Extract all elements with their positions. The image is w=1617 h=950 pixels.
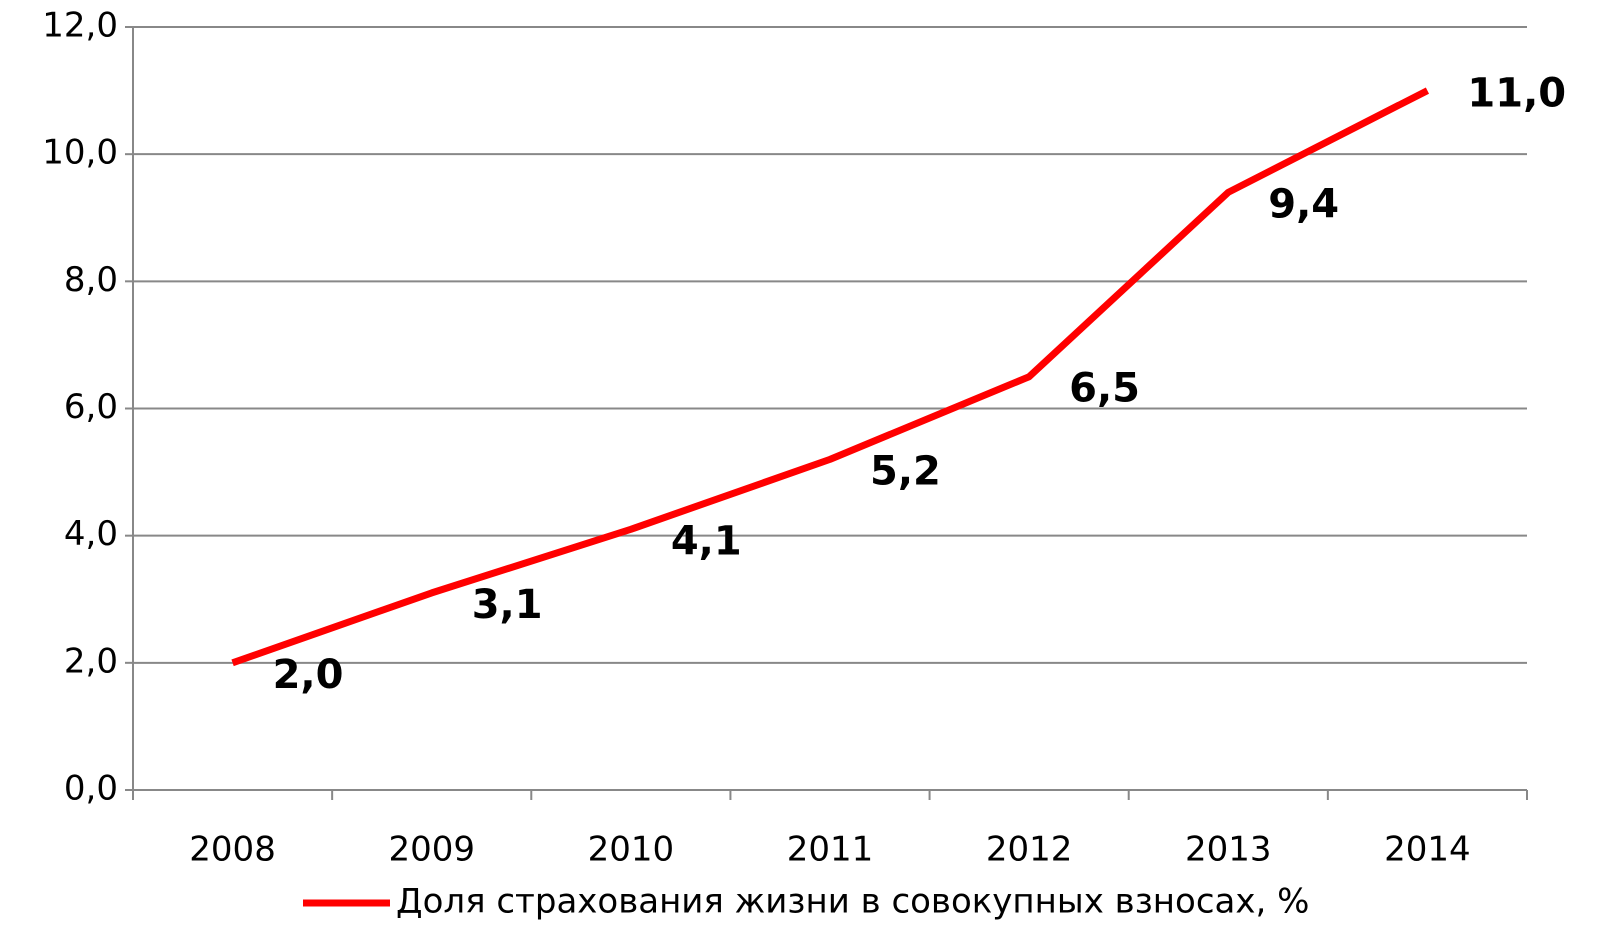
x-tick-label: 2011 [787, 830, 874, 870]
x-tick-label: 2010 [588, 830, 675, 870]
x-tick-label: 2012 [986, 830, 1073, 870]
data-line [231, 87, 1430, 667]
y-tick-label: 4,0 [64, 514, 118, 554]
data-label: 4,1 [671, 518, 742, 564]
data-label: 3,1 [472, 582, 543, 628]
y-tick-label: 8,0 [64, 260, 118, 300]
data-label: 6,5 [1069, 366, 1140, 412]
y-tick-label: 6,0 [64, 387, 118, 427]
data-label: 11,0 [1467, 71, 1566, 117]
y-tick-label: 2,0 [64, 641, 118, 681]
legend-label: Доля страхования жизни в совокупных взно… [396, 882, 1309, 922]
y-tick-label: 12,0 [42, 6, 118, 46]
y-tick-label: 0,0 [64, 769, 118, 809]
x-tick-label: 2009 [388, 830, 475, 870]
x-tick-label: 2014 [1384, 830, 1471, 870]
x-tick-label: 2008 [189, 830, 276, 870]
data-label: 9,4 [1268, 181, 1339, 227]
data-label: 5,2 [870, 448, 941, 494]
data-label: 2,0 [273, 652, 344, 698]
y-tick-label: 10,0 [42, 133, 118, 173]
x-tick-label: 2013 [1185, 830, 1272, 870]
